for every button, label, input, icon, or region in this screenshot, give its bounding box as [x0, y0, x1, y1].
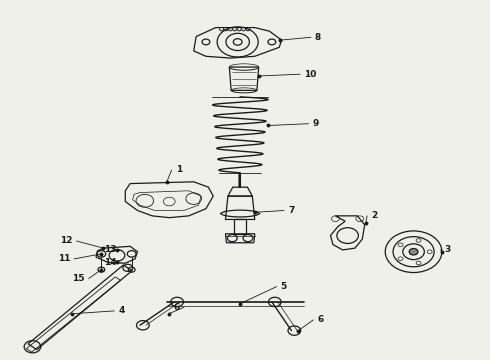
- Text: 15: 15: [72, 274, 85, 283]
- Text: 11: 11: [58, 255, 70, 264]
- Text: 5: 5: [281, 282, 287, 291]
- Text: 1: 1: [175, 166, 182, 175]
- Text: 8: 8: [315, 33, 321, 42]
- Text: 12: 12: [60, 237, 73, 246]
- Text: 10: 10: [304, 70, 317, 79]
- Circle shape: [409, 248, 418, 255]
- Text: 6: 6: [174, 303, 180, 312]
- Text: 14: 14: [104, 258, 117, 267]
- Text: 6: 6: [318, 315, 323, 324]
- Text: 3: 3: [444, 246, 451, 255]
- Text: 9: 9: [313, 119, 319, 128]
- Text: 4: 4: [118, 306, 124, 315]
- Text: 13: 13: [104, 246, 117, 255]
- Text: 7: 7: [288, 206, 294, 215]
- Text: 2: 2: [371, 211, 377, 220]
